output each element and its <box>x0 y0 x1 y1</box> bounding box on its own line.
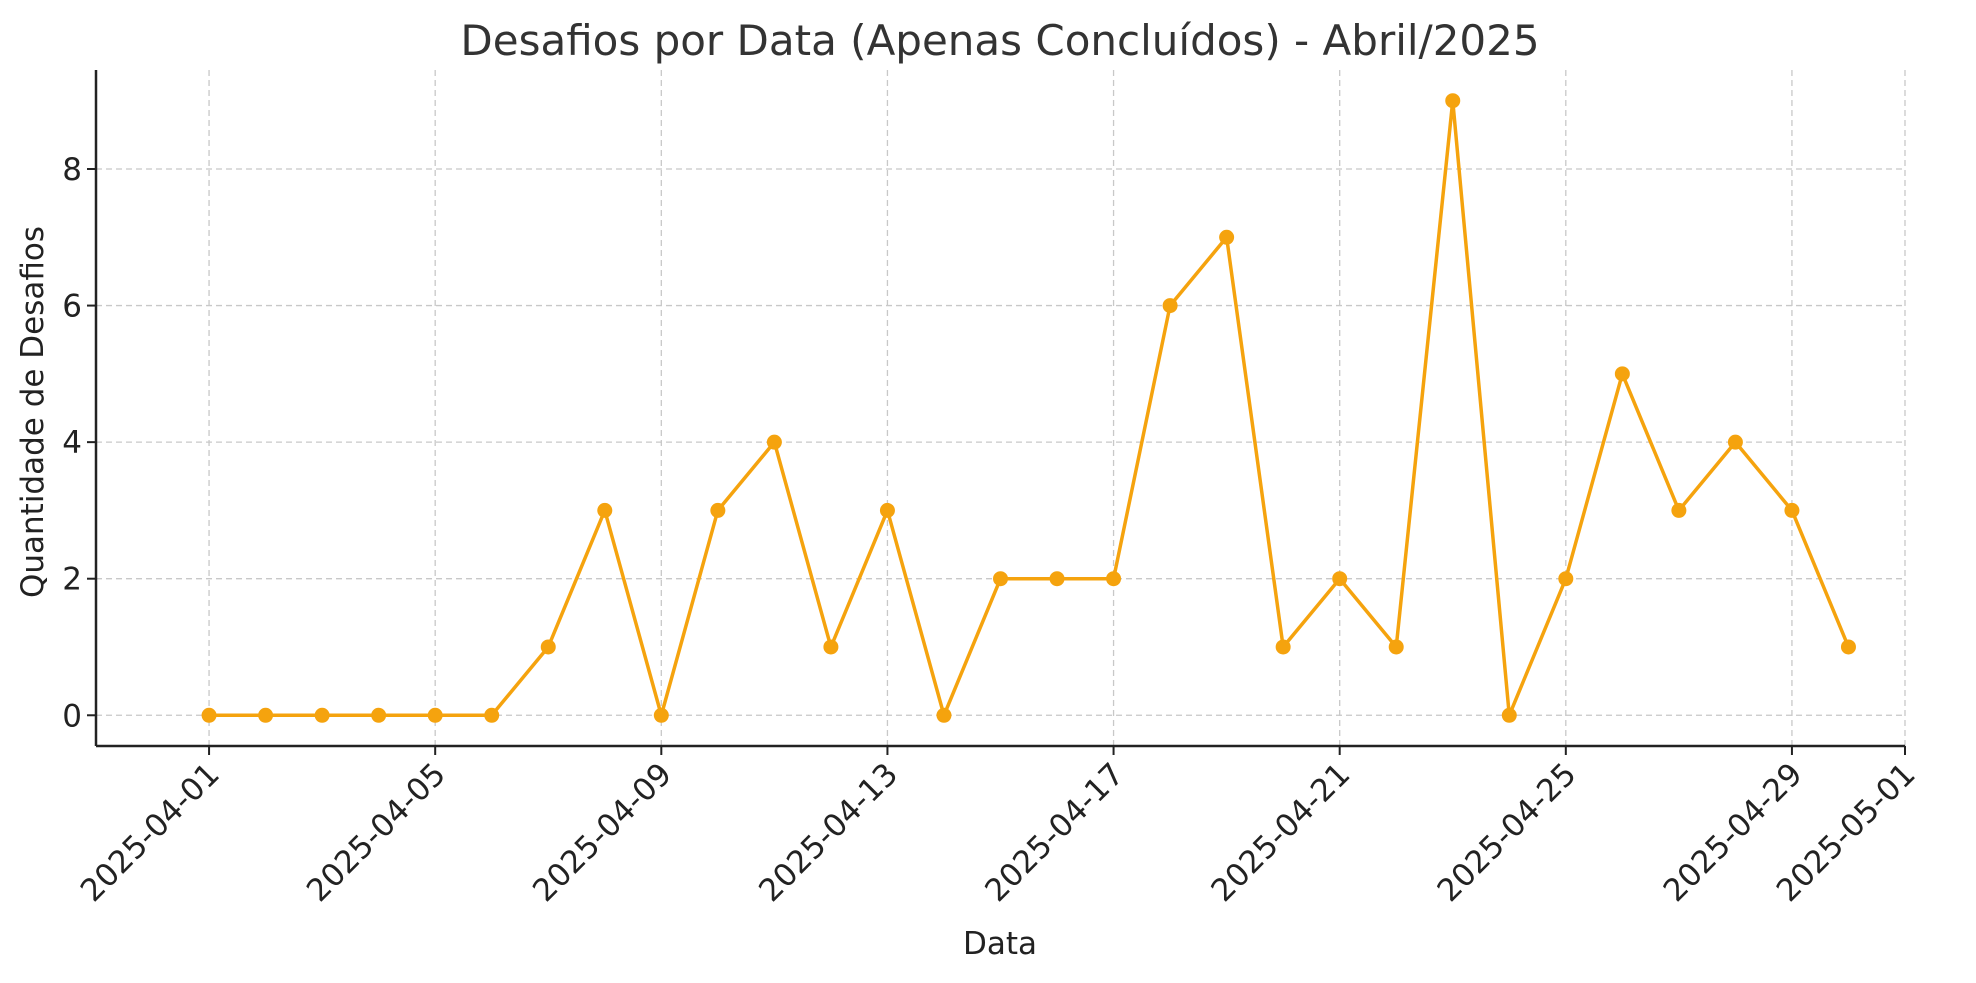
data-point <box>1332 571 1348 587</box>
data-point <box>1388 639 1404 655</box>
y-tick-label: 6 <box>62 289 82 325</box>
data-point <box>484 707 500 723</box>
data-point <box>427 707 443 723</box>
data-point <box>314 707 330 723</box>
data-point <box>1162 298 1178 314</box>
data-point <box>1840 639 1856 655</box>
data-point <box>201 707 217 723</box>
data-point <box>1501 707 1517 723</box>
chart-title: Desafios por Data (Apenas Concluídos) - … <box>460 16 1539 65</box>
data-point <box>1219 229 1235 245</box>
x-axis-label: Data <box>963 926 1037 962</box>
x-tick-label: 2025-04-17 <box>978 756 1131 909</box>
data-point <box>1727 434 1743 450</box>
y-axis-label: Quantidade de Desafios <box>15 226 51 598</box>
x-tick-label: 2025-04-25 <box>1431 756 1584 909</box>
y-tick-label: 2 <box>62 562 82 598</box>
data-point <box>936 707 952 723</box>
data-point <box>710 502 726 518</box>
y-tick-label: 4 <box>62 425 82 461</box>
data-point <box>1784 502 1800 518</box>
grid <box>96 70 1906 746</box>
data-point <box>993 571 1008 587</box>
x-tick-label: 2025-04-13 <box>752 756 905 909</box>
data-point <box>597 502 613 518</box>
x-tick-label: 2025-04-05 <box>300 756 453 909</box>
data-point <box>1671 502 1687 518</box>
data-point <box>879 502 895 518</box>
ticks: 0 2 4 6 8 2025-04-01 2025-04-05 2025-04-09 2025-… <box>62 152 1922 909</box>
series <box>201 93 1856 723</box>
data-point <box>1275 639 1291 655</box>
data-point <box>540 639 556 655</box>
series-line <box>209 98 1851 718</box>
axes <box>94 70 1905 748</box>
y-tick-label: 8 <box>62 152 82 188</box>
data-point <box>653 707 669 723</box>
data-point <box>1558 571 1574 587</box>
data-point <box>1445 93 1461 109</box>
data-point <box>371 707 387 723</box>
data-point <box>823 639 839 655</box>
x-tick-label: 2025-04-21 <box>1204 756 1357 909</box>
x-tick-label: 2025-04-01 <box>74 756 227 909</box>
data-point <box>258 707 274 723</box>
x-tick-label: 2025-04-09 <box>526 756 679 909</box>
data-point <box>1614 366 1630 382</box>
y-tick-label: 0 <box>62 698 82 734</box>
data-point <box>1049 571 1065 587</box>
data-point <box>766 434 782 450</box>
data-point <box>1106 571 1122 587</box>
